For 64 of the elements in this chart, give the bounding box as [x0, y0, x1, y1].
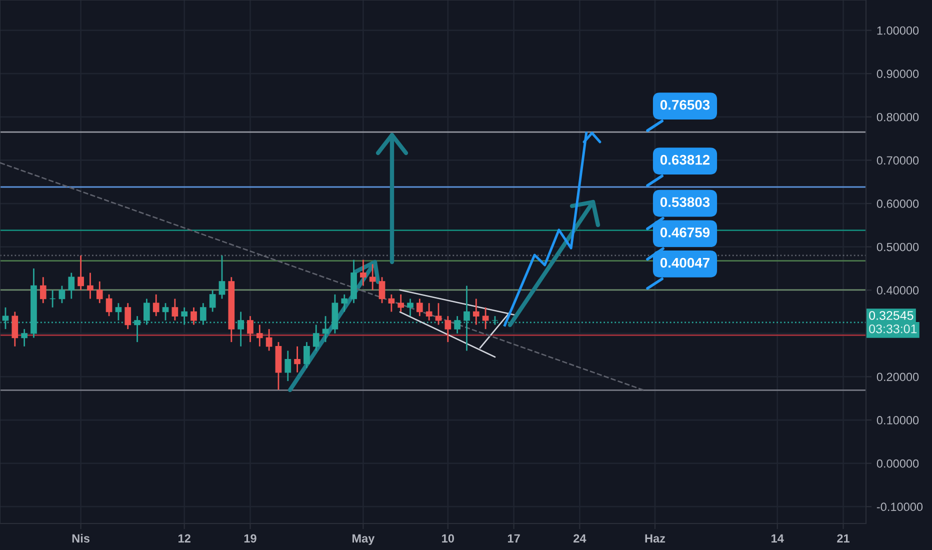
- y-tick-label: 0.20000: [876, 372, 919, 382]
- candlestick: [398, 294, 404, 312]
- ref-line-label: 0.40047: [660, 258, 710, 268]
- ref-line-label: 0.53803: [660, 197, 710, 208]
- candlestick: [435, 302, 442, 326]
- candlestick: [172, 298, 178, 322]
- candlestick: [68, 272, 75, 300]
- candlestick: [378, 276, 386, 304]
- x-tick-label: 21: [837, 534, 850, 542]
- y-tick-label: 0.40000: [876, 286, 919, 295]
- candlestick: [472, 298, 480, 326]
- candlestick: [78, 254, 84, 291]
- candlestick: [369, 263, 376, 291]
- candlestick: [96, 280, 103, 304]
- x-tick-label: 19: [244, 534, 256, 543]
- x-tick-label: 14: [772, 534, 784, 542]
- candlestick: [266, 328, 272, 352]
- candlestick: [247, 315, 254, 343]
- ref-line-label: 0.46759: [660, 228, 710, 238]
- x-tick-label: May: [352, 534, 375, 545]
- candlestick: [209, 289, 216, 312]
- candlestick: [190, 306, 197, 326]
- candlestick: [218, 254, 226, 300]
- ref-line-label: 0.32545: [869, 311, 914, 320]
- candlestick: [284, 350, 292, 382]
- candlestick: [312, 324, 320, 352]
- x-tick-label: 12: [178, 534, 190, 542]
- text: 03:33:01: [869, 324, 917, 334]
- y-tick-label: 0.00000: [876, 459, 919, 468]
- candlestick: [87, 272, 94, 300]
- x-tick-label: Nis: [72, 534, 90, 543]
- candlestick: [152, 294, 160, 317]
- candlestick: [58, 285, 66, 304]
- candlestick: [124, 302, 132, 330]
- candlestick: [341, 294, 348, 312]
- candlestick: [416, 298, 423, 317]
- y-tick-label: 0.10000: [876, 416, 919, 424]
- candlestick: [49, 289, 56, 308]
- candlestick: [426, 302, 432, 322]
- candlestick: [12, 311, 18, 348]
- candlestick: [360, 259, 366, 286]
- x-tick-label: 10: [442, 534, 454, 543]
- x-tick-label: 24: [574, 534, 586, 542]
- candlestick: [482, 306, 489, 330]
- candlestick: [21, 328, 28, 348]
- candlestick: [40, 276, 46, 304]
- y-tick-label: 1.00000: [877, 26, 919, 35]
- ref-line-label: 0.76503: [660, 100, 710, 110]
- candlestick: [106, 294, 112, 317]
- candlestick: [256, 324, 263, 348]
- y-tick-label: 0.80000: [876, 112, 919, 122]
- x-tick-label: Haz: [645, 534, 666, 543]
- y-tick-label: 0.60000: [876, 200, 919, 208]
- candlestick: [294, 346, 300, 374]
- candlestick: [388, 294, 395, 312]
- candlestick: [304, 341, 310, 369]
- y-tick-label: 0.90000: [876, 70, 919, 78]
- y-tick-label: -0.10000: [876, 502, 923, 512]
- candlestick: [444, 315, 452, 343]
- y-tick-label: 0.50000: [876, 242, 919, 252]
- y-tick-label: 0.70000: [876, 156, 919, 165]
- ref-line-label: 0.63812: [660, 154, 710, 165]
- candlestick: [407, 298, 414, 317]
- x-tick-label: 17: [508, 534, 520, 542]
